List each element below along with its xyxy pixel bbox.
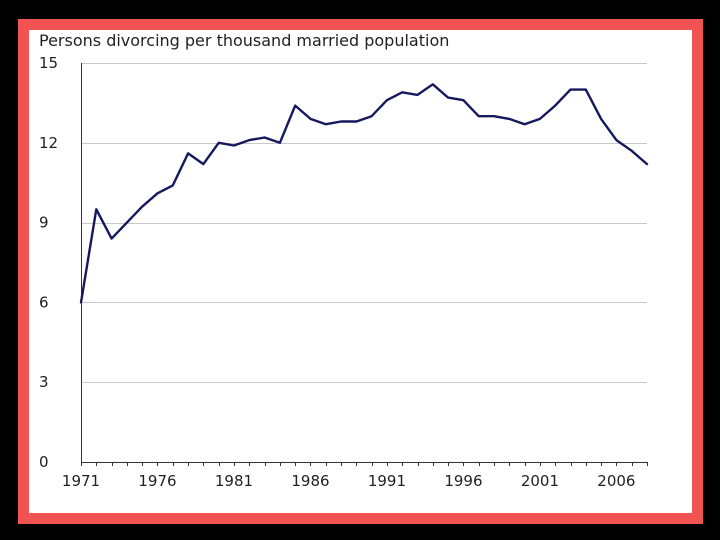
series-line bbox=[79, 83, 649, 304]
chart-title: Persons divorcing per thousand married p… bbox=[39, 31, 449, 50]
y-tick-label: 6 bbox=[39, 293, 49, 311]
chart-frame: Persons divorcing per thousand married p… bbox=[18, 19, 703, 524]
y-tick-label: 3 bbox=[39, 373, 49, 391]
line-chart: Persons divorcing per thousand married p… bbox=[39, 31, 649, 490]
x-tick-label: 1996 bbox=[444, 472, 482, 490]
x-tick-label: 1976 bbox=[138, 472, 176, 490]
y-tick-label: 0 bbox=[39, 453, 49, 471]
x-tick-label: 1981 bbox=[215, 472, 253, 490]
x-tick-label: 2001 bbox=[521, 472, 559, 490]
x-tick-label: 2006 bbox=[597, 472, 635, 490]
x-tick-label: 1991 bbox=[368, 472, 406, 490]
y-tick-label: 15 bbox=[39, 54, 58, 72]
x-tick-label: 1986 bbox=[291, 472, 329, 490]
x-tick-label: 1971 bbox=[62, 472, 100, 490]
y-tick-label: 12 bbox=[39, 134, 58, 152]
y-tick-label: 9 bbox=[39, 214, 49, 232]
